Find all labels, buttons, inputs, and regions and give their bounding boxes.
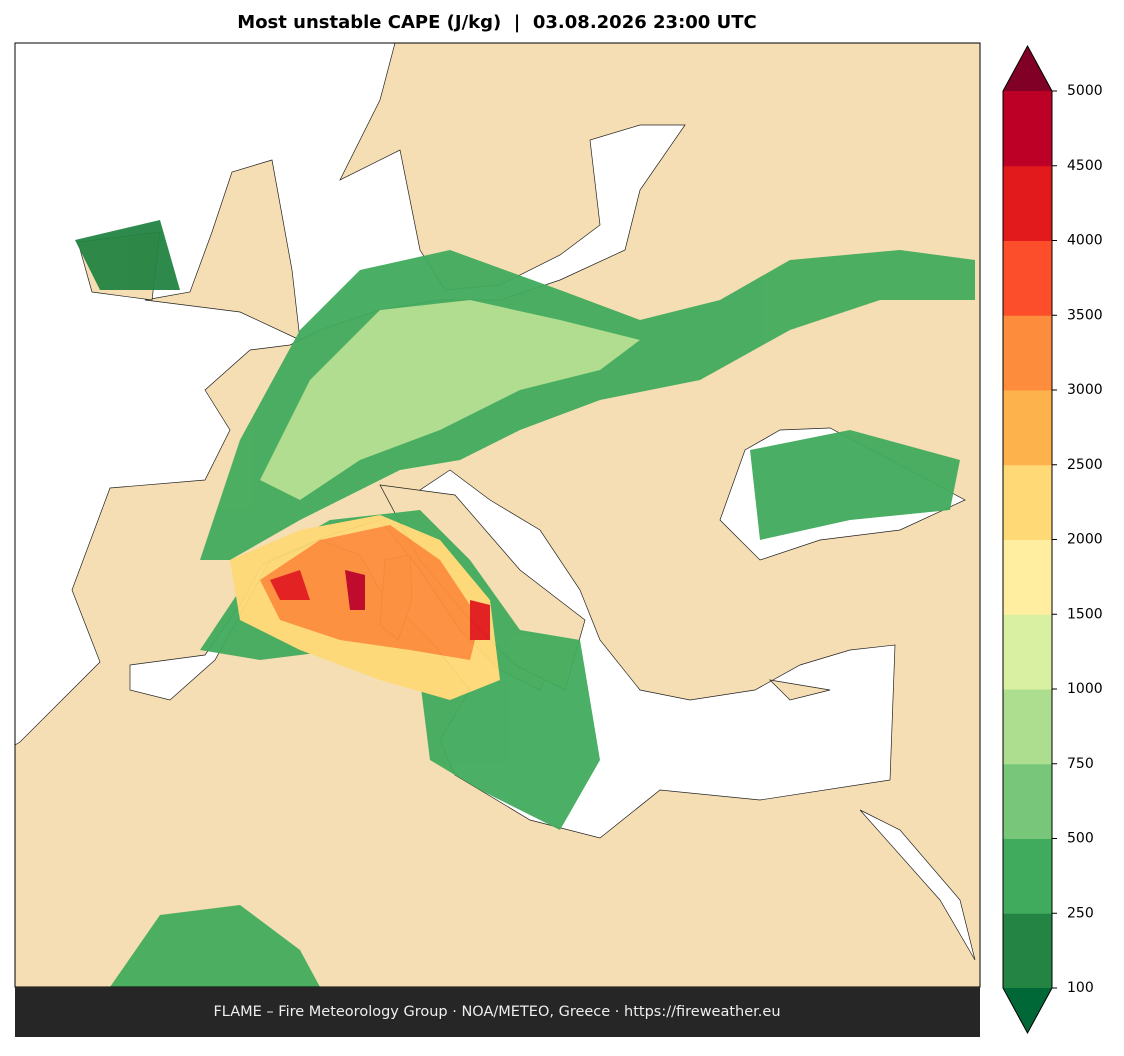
colorbar-tick-label: 5000 [1067,83,1103,99]
colorbar-segment [1003,464,1052,540]
colorbar-segment [1003,838,1052,914]
colorbar-tick-label: 1500 [1067,606,1103,622]
colorbar-tick-label: 250 [1067,905,1094,921]
colorbar-tick-label: 3000 [1067,382,1103,398]
colorbar-tick-label: 4500 [1067,158,1103,174]
colorbar-tick-label: 4000 [1067,233,1103,249]
colorbar-segment [1003,614,1052,690]
colorbar-segment [1003,240,1052,316]
colorbar-segment [1003,689,1052,765]
colorbar-segment [1003,390,1052,466]
map [15,43,980,987]
colorbar-over [1003,46,1052,91]
colorbar-tick-label: 3500 [1067,307,1103,323]
colorbar-segment [1003,165,1052,241]
colorbar-tick-label: 2000 [1067,532,1103,548]
colorbar: 100 250 500 750 1000 1500 2000 2500 3000 3500 4000… [1002,44,1103,1035]
footer: FLAME – Fire Meteorology Group · NOA/MET… [213,1004,780,1020]
title: Most unstable CAPE (J/kg) | 03.08.2026 2… [237,12,756,33]
colorbar-tick-label: 1000 [1067,681,1103,697]
colorbar-tick-label: 750 [1067,756,1094,772]
colorbar-tick-label: 500 [1067,831,1094,847]
colorbar-tick-label: 100 [1067,980,1094,996]
colorbar-under [1003,988,1052,1033]
colorbar-segment [1003,315,1052,391]
footer-bar [15,987,980,1037]
colorbar-segment [1003,763,1052,839]
colorbar-segment [1003,913,1052,989]
cape-field [75,220,975,987]
colorbar-segment [1003,91,1052,167]
colorbar-segment [1003,539,1052,615]
colorbar-tick-label: 2500 [1067,457,1103,473]
